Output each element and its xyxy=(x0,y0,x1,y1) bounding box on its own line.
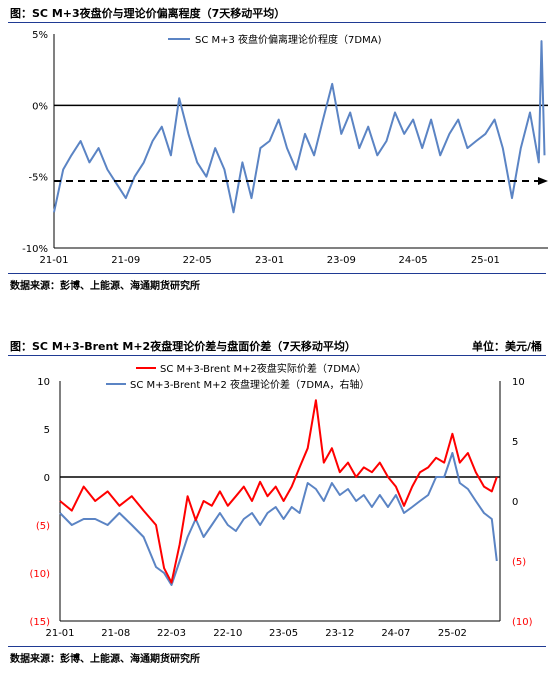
chart1-xtick-label: 22-05 xyxy=(183,255,212,266)
chart2-xtick-label: 22-10 xyxy=(213,628,242,639)
chart1-title: 图：SC M+3夜盘价与理论价偏离程度（7天移动平均） xyxy=(10,7,286,20)
chart1-xtick-label: 23-01 xyxy=(255,255,284,266)
chart2-xtick-label: 21-08 xyxy=(101,628,130,639)
chart1-xtick-label: 24-05 xyxy=(399,255,428,266)
chart2-left-tick-label: (15) xyxy=(29,617,50,628)
chart2-xtick-label: 23-05 xyxy=(269,628,298,639)
chart2-xtick-label: 23-12 xyxy=(325,628,354,639)
chart1-ytick-label: -5% xyxy=(29,173,48,184)
chart2-legend-label-theoretical: SC M+3-Brent M+2 夜盘理论价差（7DMA，右轴） xyxy=(130,378,370,391)
chart2-right-tick-label: (5) xyxy=(512,557,526,568)
chart1-svg: 5% 0% -5% -10%21-01 21-09 22-05 23-01 23-09 24-0… xyxy=(22,30,548,266)
chart2-xtick-label: 24-07 xyxy=(381,628,410,639)
chart1-title-rule xyxy=(8,22,546,23)
chart1-bottom-rule xyxy=(8,273,546,274)
chart1-trend-arrow-head xyxy=(538,176,548,185)
chart1-xtick-label: 21-01 xyxy=(39,255,68,266)
chart1-xtick-label: 23-09 xyxy=(327,255,356,266)
chart1-ytick-label: -10% xyxy=(22,244,48,255)
chart2-bottom-rule xyxy=(8,646,546,647)
chart2-title: 图：SC M+3-Brent M+2夜盘理论价差与盘面价差（7天移动平均） xyxy=(10,340,356,353)
chart2-legend-label-actual: SC M+3-Brent M+2夜盘实际价差（7DMA） xyxy=(160,362,366,375)
chart2-left-tick-label: 0 xyxy=(44,473,50,484)
chart1-xtick-label: 21-09 xyxy=(111,255,140,266)
chart2-right-tick-label: 0 xyxy=(512,497,518,508)
chart1-xtick-label: 25-01 xyxy=(471,255,500,266)
chart2-left-tick-label: (5) xyxy=(36,521,50,532)
chart1-legend-label: SC M+3 夜盘价偏离理论价程度（7DMA) xyxy=(195,33,382,46)
chart2-svg: 10 5 0 (5) (10) (15) 10 5 0 (5) (10) 21-01 21-08 22-0… xyxy=(29,362,533,639)
chart2-series-actual-line xyxy=(59,399,498,584)
chart1-panel: 图：SC M+3夜盘价与理论价偏离程度（7天移动平均） 5% 0% -5% -10% 2… xyxy=(0,0,554,292)
chart2-xtick-label: 22-03 xyxy=(157,628,186,639)
chart2-right-tick-label: 5 xyxy=(512,437,518,448)
chart1-source: 数据来源：彭博、上能源、海通期货研究所 xyxy=(10,281,200,292)
chart2-series-theoretical-line xyxy=(59,452,498,586)
chart2-left-tick-label: 10 xyxy=(37,377,50,388)
chart2-unit: 单位：美元/桶 xyxy=(471,340,542,353)
chart2-xtick-label: 25-02 xyxy=(438,628,467,639)
chart2-right-tick-label: (10) xyxy=(512,617,533,628)
chart2-title-rule xyxy=(8,355,546,356)
chart1-series-deviation-line xyxy=(53,40,546,214)
chart2-source: 数据来源：彭博、上能源、海通期货研究所 xyxy=(10,654,200,665)
chart2-panel: 图：SC M+3-Brent M+2夜盘理论价差与盘面价差（7天移动平均） 单位… xyxy=(0,333,554,673)
chart2-left-tick-label: 5 xyxy=(44,425,50,436)
chart2-left-tick-label: (10) xyxy=(29,569,50,580)
chart2-xtick-label: 21-01 xyxy=(45,628,74,639)
chart2-right-tick-label: 10 xyxy=(512,377,525,388)
chart1-ytick-label: 5% xyxy=(32,30,48,41)
chart1-ytick-label: 0% xyxy=(32,101,48,112)
